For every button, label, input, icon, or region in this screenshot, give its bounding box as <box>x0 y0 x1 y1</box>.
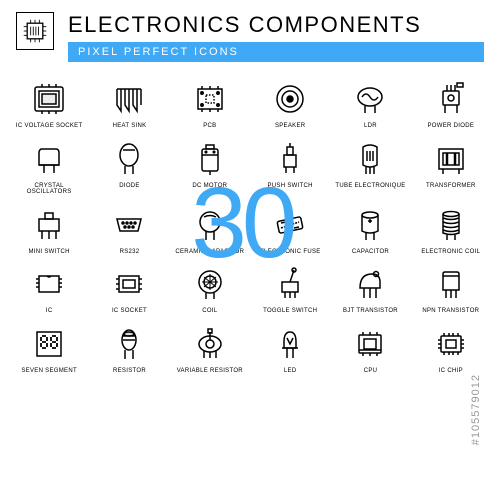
icon-dc-motor: DC MOTOR <box>173 138 247 196</box>
capacitor-icon <box>346 204 394 246</box>
icon-resistor: RESISTOR <box>92 323 166 375</box>
icon-label: IC VOLTAGE SOCKET <box>16 123 83 130</box>
icon-mini-switch: MINI SWITCH <box>12 204 86 256</box>
icon-label: IC CHIP <box>439 368 463 375</box>
icon-rs232: RS232 <box>92 204 166 256</box>
icon-grid: 30 IC VOLTAGE SOCKETHEAT SINKPCBSPEAKERL… <box>0 70 500 383</box>
icon-label: CERAMIC CAPACITOR <box>175 249 244 256</box>
icon-label: DIODE <box>119 183 140 190</box>
icon-ic: IC <box>12 263 86 315</box>
heat-sink-icon <box>105 78 153 120</box>
bjt-transistor-icon <box>346 263 394 305</box>
icon-label: RS232 <box>120 249 140 256</box>
icon-label: BJT TRANSISTOR <box>343 308 398 315</box>
icon-label: POWER DIODE <box>428 123 475 130</box>
icon-toggle-switch: TOGGLE SWITCH <box>253 263 327 315</box>
icon-transformer: TRANSFORMER <box>414 138 488 196</box>
toggle-switch-icon <box>266 263 314 305</box>
icon-ic-socket: IC SOCKET <box>92 263 166 315</box>
coil-icon <box>186 263 234 305</box>
icon-label: CPU <box>364 368 378 375</box>
pcb-icon <box>186 78 234 120</box>
watermark: #105579012 <box>470 374 482 445</box>
icon-label: SEVEN SEGMENT <box>21 368 77 375</box>
icon-capacitor: CAPACITOR <box>333 204 407 256</box>
subtitle: PIXEL PERFECT ICONS <box>68 42 484 62</box>
dc-motor-icon <box>186 138 234 180</box>
icon-crystal-oscillators: CRYSTAL OSCILLATORS <box>12 138 86 196</box>
icon-label: MINI SWITCH <box>29 249 70 256</box>
power-diode-icon <box>427 78 475 120</box>
tube-electronique-icon <box>346 138 394 180</box>
icon-label: LDR <box>364 123 377 130</box>
icon-seven-segment: SEVEN SEGMENT <box>12 323 86 375</box>
icon-label: PCB <box>203 123 216 130</box>
icon-label: CRYSTAL OSCILLATORS <box>12 183 86 196</box>
icon-electronic-coil: ELECTRONIC COIL <box>414 204 488 256</box>
icon-pcb: PCB <box>173 78 247 130</box>
icon-npn-transistor: NPN TRANSISTOR <box>414 263 488 315</box>
icon-ldr: LDR <box>333 78 407 130</box>
icon-label: DC MOTOR <box>192 183 227 190</box>
icon-label: COIL <box>202 308 217 315</box>
npn-transistor-icon <box>427 263 475 305</box>
ic-socket-icon <box>105 263 153 305</box>
icon-label: LED <box>284 368 297 375</box>
icon-heat-sink: HEAT SINK <box>92 78 166 130</box>
icon-label: SPEAKER <box>275 123 305 130</box>
speaker-icon <box>266 78 314 120</box>
icon-led: LED <box>253 323 327 375</box>
resistor-icon <box>105 323 153 365</box>
icon-label: TRANSFORMER <box>426 183 476 190</box>
icon-ic-chip: IC CHIP <box>414 323 488 375</box>
icon-speaker: SPEAKER <box>253 78 327 130</box>
icon-label: IC <box>46 308 53 315</box>
crystal-oscillators-icon <box>25 138 73 180</box>
icon-tube-electronique: TUBE ELECTRONIQUE <box>333 138 407 196</box>
ic-icon <box>25 263 73 305</box>
mini-switch-icon <box>25 204 73 246</box>
ceramic-capacitor-icon <box>186 204 234 246</box>
led-icon <box>266 323 314 365</box>
icon-label: ELECTRONIC COIL <box>421 249 480 256</box>
push-switch-icon <box>266 138 314 180</box>
icon-bjt-transistor: BJT TRANSISTOR <box>333 263 407 315</box>
icon-push-switch: PUSH SWITCH <box>253 138 327 196</box>
header: ELECTRONICS COMPONENTS PIXEL PERFECT ICO… <box>0 0 500 70</box>
icon-diode: DIODE <box>92 138 166 196</box>
electronic-coil-icon <box>427 204 475 246</box>
icon-label: ELECTRONIC FUSE <box>260 249 321 256</box>
ic-voltage-socket-icon <box>25 78 73 120</box>
icon-label: CAPACITOR <box>352 249 389 256</box>
main-title: ELECTRONICS COMPONENTS <box>68 12 484 38</box>
ic-chip-icon <box>427 323 475 365</box>
icon-electronic-fuse: ELECTRONIC FUSE <box>253 204 327 256</box>
diode-icon <box>105 138 153 180</box>
ldr-icon <box>346 78 394 120</box>
cpu-icon <box>346 323 394 365</box>
icon-label: IC SOCKET <box>112 308 147 315</box>
icon-variable-resistor: VARIABLE RESISTOR <box>173 323 247 375</box>
icon-ceramic-capacitor: CERAMIC CAPACITOR <box>173 204 247 256</box>
header-chip-icon <box>16 12 54 50</box>
icon-label: HEAT SINK <box>113 123 147 130</box>
icon-label: TUBE ELECTRONIQUE <box>335 183 405 190</box>
icon-ic-voltage-socket: IC VOLTAGE SOCKET <box>12 78 86 130</box>
icon-label: VARIABLE RESISTOR <box>177 368 243 375</box>
icon-label: PUSH SWITCH <box>268 183 313 190</box>
variable-resistor-icon <box>186 323 234 365</box>
electronic-fuse-icon <box>266 204 314 246</box>
icon-power-diode: POWER DIODE <box>414 78 488 130</box>
transformer-icon <box>427 138 475 180</box>
icon-label: NPN TRANSISTOR <box>422 308 479 315</box>
seven-segment-icon <box>25 323 73 365</box>
icon-cpu: CPU <box>333 323 407 375</box>
icon-label: TOGGLE SWITCH <box>263 308 317 315</box>
icon-label: RESISTOR <box>113 368 146 375</box>
rs232-icon <box>105 204 153 246</box>
icon-coil: COIL <box>173 263 247 315</box>
